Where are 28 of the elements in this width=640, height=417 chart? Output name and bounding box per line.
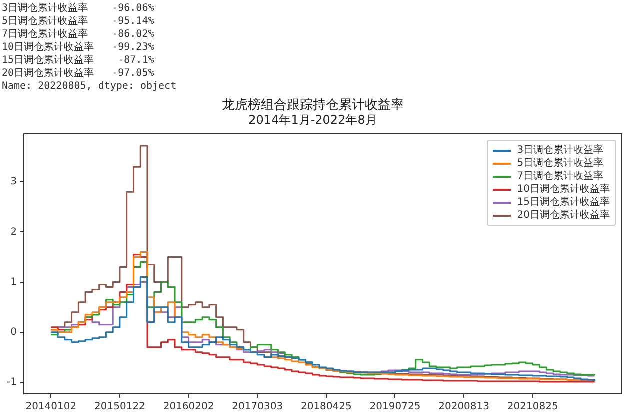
- y-tick-label: 3: [10, 176, 17, 188]
- y-tick-label: 2: [10, 226, 17, 238]
- x-tick-label: 20140102: [26, 402, 77, 413]
- legend-label: 5日调仓累计收益率: [517, 157, 604, 170]
- x-tick-label: 20150122: [94, 402, 146, 413]
- text: 7日调仓累计收益率 -86.02%: [2, 28, 156, 41]
- text: 5日调仓累计收益率 -95.14%: [2, 15, 156, 28]
- chart-title: 龙虎榜组合跟踪持仓累计收益率: [222, 97, 404, 114]
- x-tick-label: 20190725: [370, 402, 421, 413]
- legend-label: 3日调仓累计收益率: [517, 144, 604, 157]
- x-tick-label: 20180425: [300, 402, 352, 413]
- legend-label: 10日调仓累计收益率: [517, 183, 610, 196]
- legend-label: 7日调仓累计收益率: [517, 170, 604, 183]
- chart-subtitle: 2014年1月-2022年8月: [248, 112, 378, 127]
- text: Name: 20220805, dtype: object: [2, 80, 178, 93]
- y-tick-label: 1: [10, 276, 17, 288]
- text: 10日调仓累计收益率 -99.23%: [2, 41, 156, 54]
- text: 3日调仓累计收益率 -96.06%: [2, 2, 156, 15]
- x-tick-label: 20170303: [232, 402, 284, 413]
- y-tick-label: -1: [6, 377, 17, 388]
- x-tick-label: 20160202: [163, 402, 214, 413]
- text: 20日调仓累计收益率 -97.05%: [2, 67, 156, 80]
- x-tick-label: 20200813: [438, 402, 490, 413]
- text: 15日调仓累计收益率 -87.1%: [2, 54, 156, 67]
- legend-label: 20日调仓累计收益率: [517, 209, 610, 222]
- legend-label: 15日调仓累计收益率: [517, 196, 610, 209]
- x-tick-label: 20210825: [507, 402, 558, 413]
- y-tick-label: 0: [10, 326, 17, 338]
